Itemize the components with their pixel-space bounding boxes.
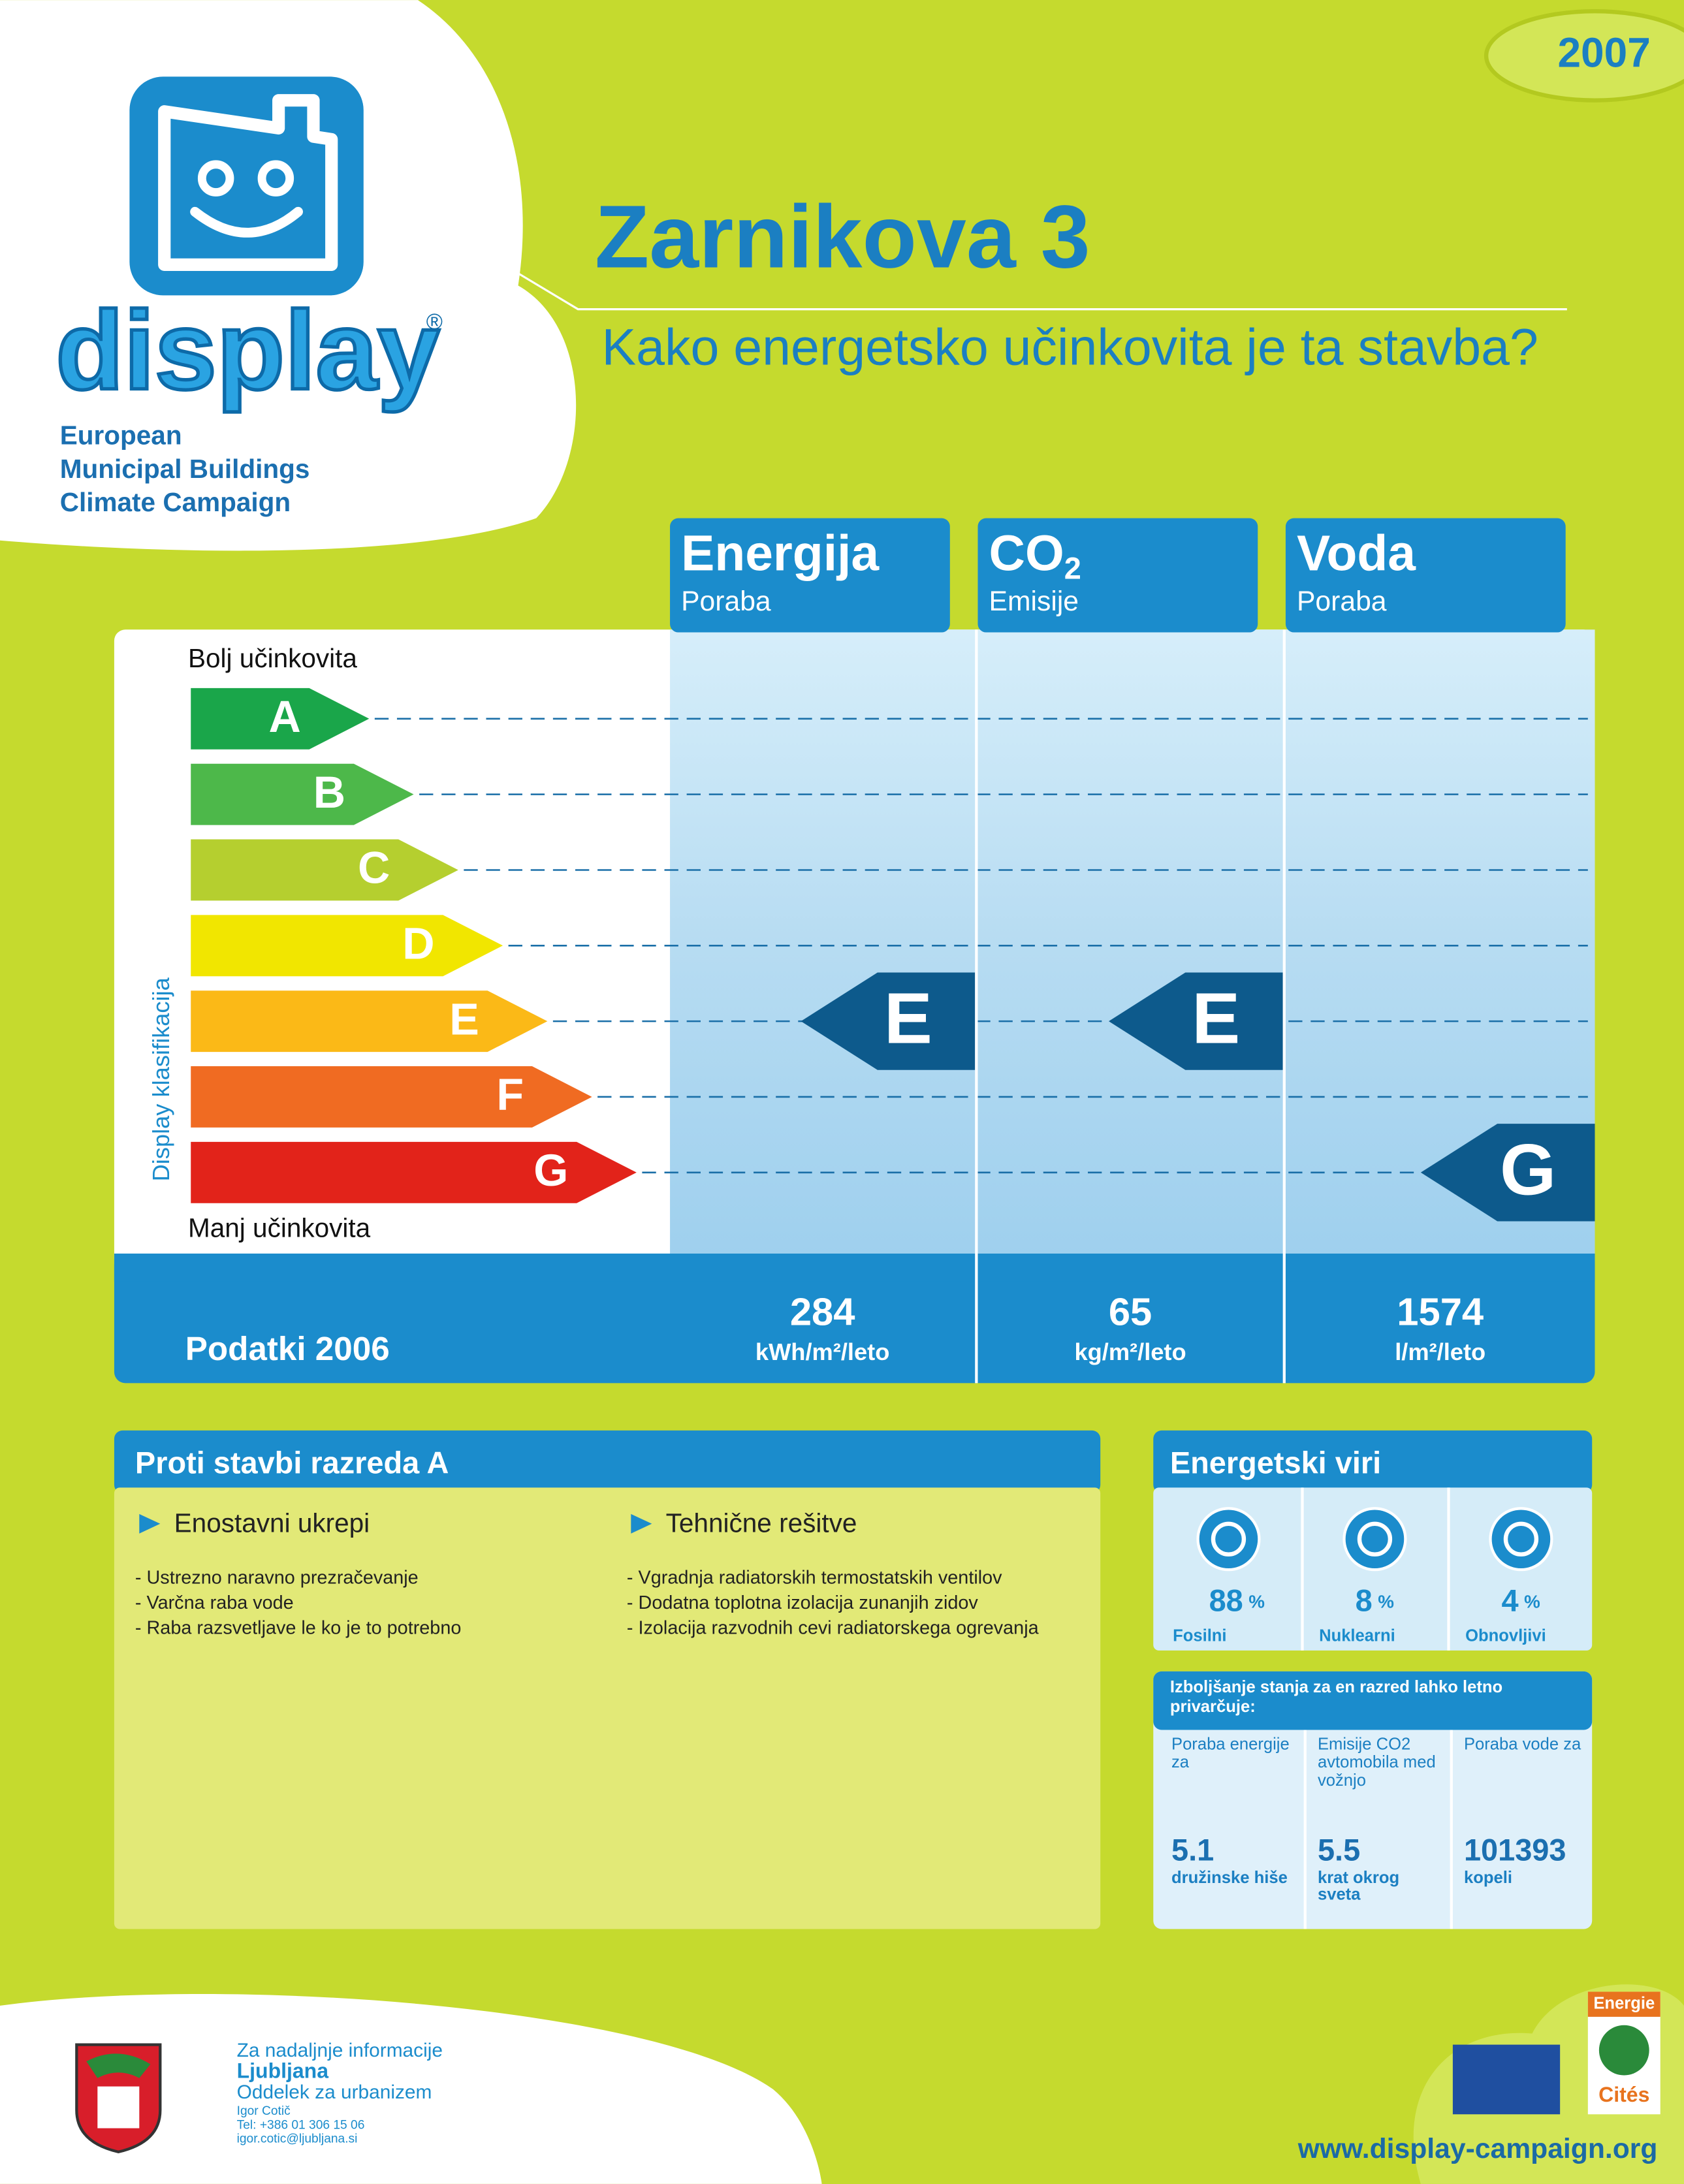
footer-contact: igor.cotic@ljubljana.si: [237, 2132, 358, 2146]
savings-title-box: Izboljšanje stanja za en razred lahko le…: [1170, 1677, 1581, 1727]
body: 2007display®EuropeanMunicipal BuildingsC…: [0, 0, 1684, 2184]
savings-label: Poraba vode za: [1464, 1735, 1592, 1754]
class-letter: G: [533, 1146, 568, 1195]
source-value: 88: [1209, 1584, 1243, 1618]
savings-note: družinske hiše: [1171, 1869, 1299, 1886]
poster: 2007display®EuropeanMunicipal BuildingsC…: [0, 0, 1684, 2184]
scale-bottom-label: Manj učinkovita: [188, 1212, 371, 1242]
indicator-title: Voda: [1297, 526, 1416, 582]
logo-tagline: European: [60, 420, 182, 451]
logo-tagline: Climate Campaign: [60, 487, 291, 517]
source-value: 8: [1356, 1584, 1373, 1618]
class-letter: E: [449, 994, 479, 1044]
footer-city: Ljubljana: [237, 2059, 329, 2083]
class-arrow: [191, 915, 503, 976]
indicator-subtitle: Poraba: [681, 586, 771, 617]
savings-note-box: kopeli: [1464, 1869, 1592, 1914]
rating-letter: E: [1192, 978, 1240, 1059]
measures-heading: Enostavni ukrepi: [174, 1508, 370, 1538]
eu-flag: [1453, 2045, 1560, 2115]
source-label: Obnovljivi: [1465, 1626, 1546, 1645]
indicator-value: 65: [1109, 1290, 1152, 1334]
savings-note-box: krat okrog sveta: [1318, 1869, 1446, 1914]
source-icon: [1198, 1508, 1260, 1570]
class-arrow: [191, 1142, 637, 1203]
class-letter: A: [268, 692, 300, 742]
savings-value: 5.5: [1318, 1833, 1360, 1867]
source-unit: %: [1248, 1592, 1265, 1612]
footer-contact: Igor Cotič: [237, 2104, 291, 2118]
data-bar-top: [114, 1254, 1595, 1282]
badge-logo: [1599, 2025, 1649, 2076]
measure-item: - Raba razsvetljave le ko je to potrebno: [135, 1616, 570, 1639]
measure-item: - Vgradnja radiatorskih termostatskih ve…: [627, 1566, 1062, 1589]
measures-heading: Tehnične rešitve: [666, 1508, 857, 1538]
indicator-title-main: Voda: [1297, 526, 1416, 582]
measure-item: - Dodatna toplotna izolacija zunanjih zi…: [627, 1591, 1062, 1614]
class-arrow: [191, 1066, 592, 1128]
class-letter: F: [496, 1070, 524, 1120]
measure-item-box: - Raba razsvetljave le ko je to potrebno: [135, 1616, 570, 1671]
logo-name: display: [56, 289, 439, 413]
year: 2007: [1557, 29, 1650, 76]
indicator-subtitle: Poraba: [1297, 586, 1387, 617]
indicator-title-sub: 2: [1064, 552, 1081, 586]
measure-item: - Varčna raba vode: [135, 1591, 570, 1614]
logo-tagline: Municipal Buildings: [60, 454, 310, 484]
source-label: Nuklearni: [1319, 1626, 1395, 1645]
measure-item-box: - Izolacija razvodnih cevi radiatorskega…: [627, 1616, 1062, 1671]
footer-department: Oddelek za urbanizem: [237, 2081, 432, 2103]
sources-title: Energetski viri: [1170, 1446, 1381, 1480]
source-value: 4: [1502, 1584, 1519, 1618]
indicator-unit: kWh/m²/leto: [755, 1338, 889, 1365]
savings-note-box: družinske hiše: [1171, 1869, 1299, 1914]
shield-castle: [97, 2087, 139, 2129]
savings-label: Poraba energije za: [1171, 1735, 1299, 1771]
indicator-subtitle: Emisije: [989, 586, 1079, 617]
badge-cites: Cités: [1598, 2083, 1649, 2106]
page: Display poster {"year":"2007", "logo":{"…: [0, 0, 1684, 2184]
savings-label: Emisije CO2 avtomobila med vožnjo: [1318, 1735, 1446, 1790]
logo-registered: ®: [426, 309, 443, 334]
source-label: Fosilni: [1173, 1626, 1226, 1645]
title: Zarnikova 3: [595, 186, 1090, 286]
class-letter: B: [313, 768, 345, 817]
indicator-value: 1574: [1397, 1290, 1484, 1334]
savings-label-box: Emisije CO2 avtomobila med vožnjo: [1318, 1735, 1446, 1805]
measure-item: - Ustrezno naravno prezračevanje: [135, 1566, 570, 1589]
class-arrow: [191, 990, 547, 1052]
indicator-title-main: CO: [989, 526, 1064, 582]
source-icon: [1344, 1508, 1406, 1570]
badge-energie: Energie: [1593, 1994, 1655, 2012]
measure-item: - Izolacija razvodnih cevi radiatorskega…: [627, 1616, 1062, 1639]
source-icon: [1490, 1508, 1551, 1570]
indicator-unit: kg/m²/leto: [1074, 1338, 1186, 1365]
savings-value: 5.1: [1171, 1833, 1214, 1867]
class-letter: D: [402, 919, 434, 968]
rating-letter: G: [1500, 1129, 1556, 1210]
class-letter: C: [358, 844, 390, 893]
indicator-title-main: Energija: [681, 526, 880, 582]
scale-top-label: Bolj učinkovita: [188, 643, 357, 673]
footer-website: www.display-campaign.org: [1297, 2133, 1658, 2164]
subtitle: Kako energetsko učinkovita je ta stavba?: [602, 318, 1538, 375]
measures-title: Proti stavbi razreda A: [135, 1446, 449, 1480]
measures-body: [114, 1487, 1100, 1929]
footer-intro: Za nadaljnje informacije: [237, 2040, 443, 2061]
savings-title: Izboljšanje stanja za en razred lahko le…: [1170, 1677, 1581, 1716]
indicator-value: 284: [790, 1290, 855, 1334]
footer-contact: Tel: +386 01 306 15 06: [237, 2118, 365, 2132]
rating-letter: E: [884, 978, 932, 1059]
data-label: Podatki 2006: [185, 1330, 390, 1367]
savings-label-box: Poraba vode za: [1464, 1735, 1592, 1805]
source-unit: %: [1524, 1592, 1540, 1612]
savings-label-box: Poraba energije za: [1171, 1735, 1299, 1805]
indicator-unit: l/m²/leto: [1395, 1338, 1485, 1365]
savings-value: 101393: [1464, 1833, 1566, 1867]
scale-axis-label: Display klasifikacija: [148, 977, 174, 1181]
savings-note: kopeli: [1464, 1869, 1592, 1886]
indicator-title: Energija: [681, 526, 880, 582]
source-unit: %: [1378, 1592, 1394, 1612]
savings-note: krat okrog sveta: [1318, 1869, 1446, 1903]
